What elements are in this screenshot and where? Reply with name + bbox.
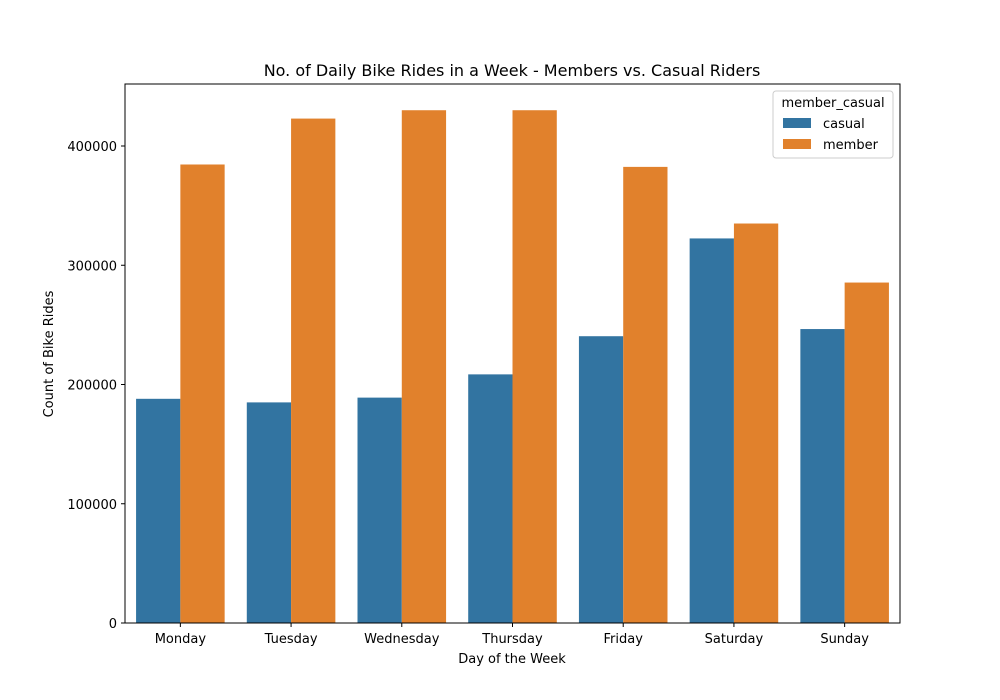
y-axis-label: Count of Bike Rides bbox=[42, 290, 57, 417]
bar-member-wednesday bbox=[401, 110, 447, 624]
y-tick-label: 100000 bbox=[67, 498, 117, 513]
legend-swatch-member bbox=[783, 139, 811, 149]
bar-casual-wednesday bbox=[357, 397, 402, 623]
x-tick-label: Monday bbox=[155, 632, 207, 647]
bars-group bbox=[136, 110, 889, 624]
y-tick-label: 200000 bbox=[67, 379, 117, 394]
bar-casual-monday bbox=[136, 398, 181, 623]
legend-title: member_casual bbox=[781, 96, 884, 111]
legend-label-member: member bbox=[823, 138, 879, 153]
y-tick-label: 300000 bbox=[67, 259, 117, 274]
bar-casual-sunday bbox=[800, 329, 845, 623]
legend-swatch-casual bbox=[783, 118, 811, 128]
bar-member-sunday bbox=[844, 282, 889, 623]
chart-title: No. of Daily Bike Rides in a Week - Memb… bbox=[264, 61, 761, 80]
y-tick-label: 400000 bbox=[67, 140, 117, 155]
plot-frame bbox=[124, 83, 901, 624]
x-tick-label: Wednesday bbox=[364, 632, 440, 647]
bar-member-friday bbox=[623, 166, 668, 623]
x-tick-label: Friday bbox=[604, 632, 644, 647]
legend-label-casual: casual bbox=[823, 117, 865, 132]
bar-casual-thursday bbox=[468, 374, 513, 623]
bar-member-monday bbox=[180, 164, 225, 624]
y-axis-ticks: 0 100000 200000 300000 400000 bbox=[67, 140, 125, 632]
x-tick-label: Tuesday bbox=[264, 632, 318, 647]
x-tick-label: Thursday bbox=[481, 632, 543, 647]
bar-member-thursday bbox=[512, 110, 557, 624]
bar-casual-saturday bbox=[689, 238, 734, 623]
legend-entries: casual member bbox=[783, 117, 879, 153]
legend: member_casual casual member bbox=[772, 90, 894, 159]
y-tick-label: 0 bbox=[109, 617, 117, 632]
x-axis-label: Day of the Week bbox=[458, 652, 566, 667]
bar-member-saturday bbox=[733, 223, 779, 623]
bar-casual-friday bbox=[578, 336, 624, 623]
x-tick-label: Saturday bbox=[705, 632, 764, 647]
bar-casual-tuesday bbox=[246, 402, 292, 623]
x-axis-ticks: Monday Tuesday Wednesday Thursday Friday Satu… bbox=[155, 623, 869, 647]
bar-member-tuesday bbox=[291, 118, 336, 623]
x-tick-label: Sunday bbox=[820, 632, 869, 647]
